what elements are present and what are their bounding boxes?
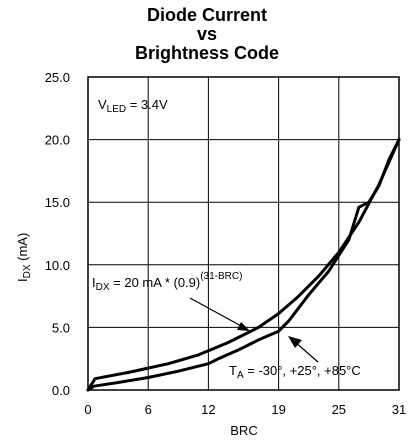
y-axis-label-main: I (15, 278, 30, 282)
grid-lines (88, 77, 399, 390)
vled-sub: LED (107, 104, 126, 115)
y-tick-label-5: 25.0 (45, 70, 70, 85)
formula-arrow (189, 297, 250, 331)
y-tick-label-0: 0.0 (52, 383, 70, 398)
temp-sub: A (237, 370, 244, 381)
y-tick-label-1: 5.0 (52, 320, 70, 335)
formula-arrow-head (237, 322, 250, 331)
x-tick-label-1: 6 (145, 402, 152, 417)
formula-sub: DX (96, 282, 110, 293)
x-tick-labels: 0 6 12 19 25 31 (84, 402, 406, 417)
x-tick-label-5: 31 (392, 402, 406, 417)
formula-rest: = 20 mA * (0.9) (110, 275, 201, 290)
formula-sup: (31-BRC) (200, 271, 242, 282)
series-line-1 (86, 138, 401, 392)
y-tick-label-2: 10.0 (45, 258, 70, 273)
x-tick-label-2: 12 (201, 402, 215, 417)
y-tick-labels: 0.0 5.0 10.0 15.0 20.0 25.0 (45, 70, 70, 398)
temp-annotation: TA = -30°, +25°, +85°C (229, 363, 361, 381)
y-tick-label-4: 20.0 (45, 133, 70, 148)
series-line-2 (86, 138, 401, 392)
y-tick-label-3: 15.0 (45, 195, 70, 210)
vled-annotation: VLED = 3.4V (98, 97, 168, 115)
x-axis-label: BRC (230, 423, 257, 438)
y-axis-label: IDX (mA) (15, 233, 33, 282)
vled-rest: = 3.4V (126, 97, 168, 112)
chart-title-line-3: Brightness Code (134, 43, 280, 63)
temp-arrow (288, 336, 319, 363)
formula-main: I (92, 275, 96, 290)
vled-main: V (98, 97, 107, 112)
temp-main: T (229, 363, 237, 378)
temp-rest: = -30°, +25°, +85°C (244, 363, 361, 378)
y-axis-label-unit: (mA) (15, 233, 30, 265)
chart-title-line-1: Diode Current (146, 5, 267, 25)
temp-arrow-head (288, 336, 302, 348)
plot-frame (87, 76, 400, 391)
formula-annotation: IDX = 20 mA * (0.9)(31-BRC) (92, 271, 242, 293)
series-lines (86, 138, 401, 392)
y-axis-label-sub: DX (22, 264, 33, 278)
chart-title-line-2: vs (196, 24, 218, 44)
x-tick-label-3: 19 (271, 402, 285, 417)
x-tick-label-0: 0 (84, 402, 91, 417)
x-tick-label-4: 25 (332, 402, 346, 417)
